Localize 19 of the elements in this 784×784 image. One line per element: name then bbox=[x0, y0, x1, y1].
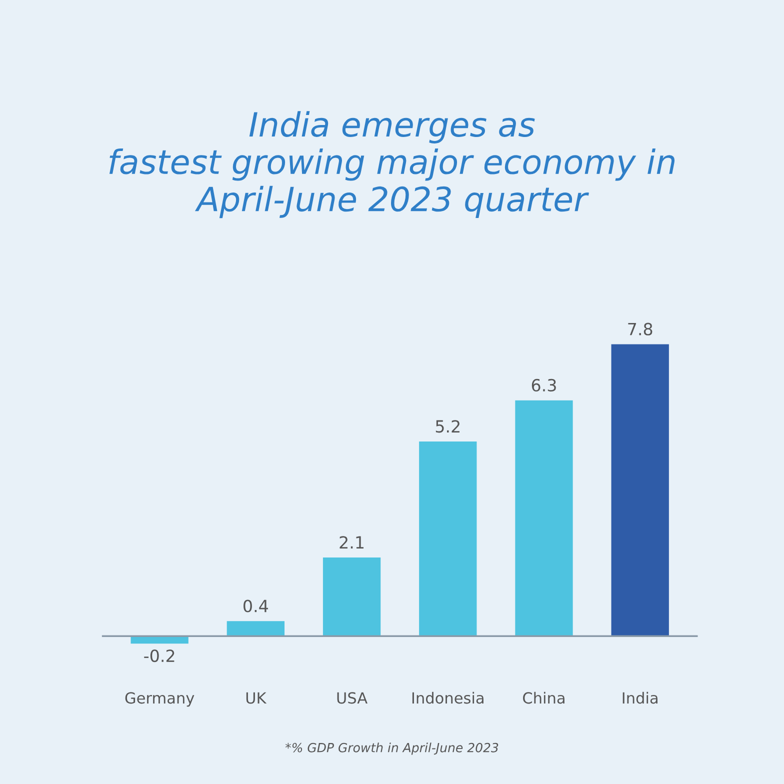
x-tick-label: USA bbox=[337, 692, 368, 704]
x-tick-label: UK bbox=[246, 692, 267, 704]
x-tick-label: Indonesia bbox=[412, 692, 484, 704]
data-label: -0.2 bbox=[144, 650, 174, 662]
data-label: 0.4 bbox=[244, 600, 268, 612]
chart-title: India emerges as fastest growing major economy in April-June 2023 quarter bbox=[109, 111, 675, 218]
bar bbox=[419, 442, 477, 636]
data-label: 6.3 bbox=[532, 378, 556, 392]
bar bbox=[226, 621, 285, 636]
bar bbox=[611, 344, 669, 636]
data-label: 2.1 bbox=[340, 536, 364, 548]
x-tick-label: Germany bbox=[125, 692, 194, 707]
bar bbox=[515, 400, 573, 636]
bar bbox=[322, 558, 381, 636]
text: *% GDP Growth in April-June 2023 bbox=[285, 742, 498, 755]
data-label: 7.8 bbox=[628, 322, 652, 336]
data-label: 5.2 bbox=[436, 420, 460, 433]
x-tick-label: China bbox=[523, 692, 564, 704]
x-tick-label: India bbox=[622, 692, 658, 704]
